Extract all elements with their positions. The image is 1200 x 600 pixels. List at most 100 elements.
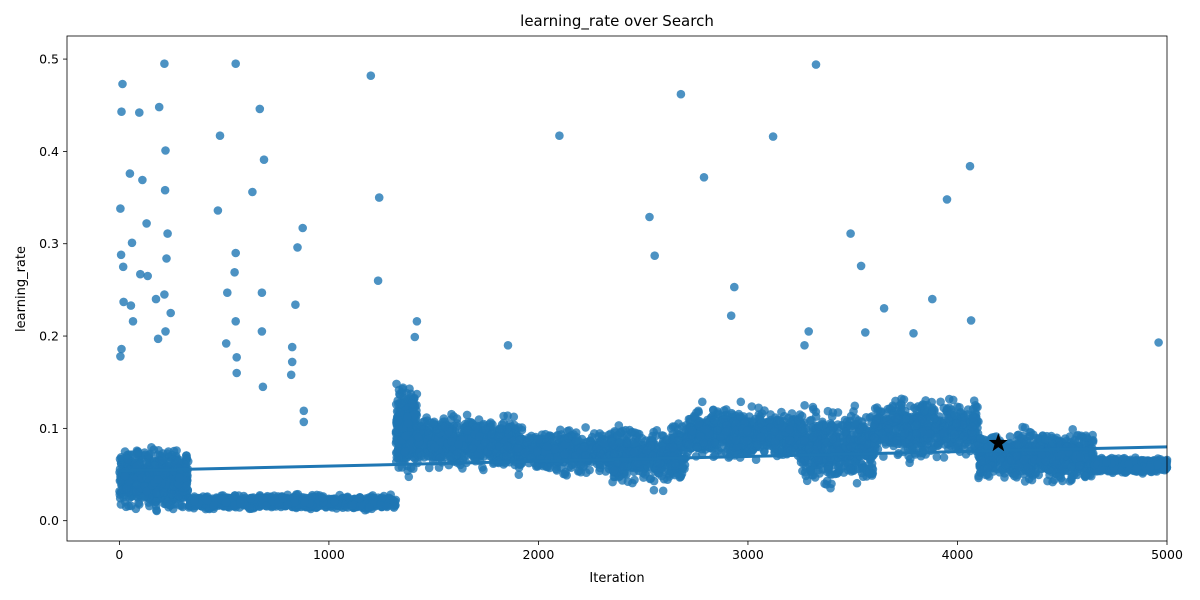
data-point (440, 422, 449, 432)
data-point (365, 503, 375, 512)
data-point (553, 430, 562, 440)
data-point (454, 440, 463, 449)
data-point (541, 429, 550, 439)
data-point (785, 436, 795, 445)
data-point (382, 502, 392, 512)
data-point (462, 410, 472, 420)
data-point (850, 419, 860, 429)
data-point (662, 435, 671, 444)
data-point (392, 379, 401, 389)
data-point (177, 501, 186, 511)
data-point (122, 484, 131, 494)
data-point (355, 493, 364, 503)
data-point (147, 443, 156, 452)
data-point (163, 497, 173, 507)
data-point (553, 452, 562, 462)
data-point (845, 435, 855, 444)
data-point (852, 478, 862, 488)
data-point (608, 477, 617, 487)
data-point (786, 446, 796, 455)
data-point (552, 466, 562, 475)
data-point (857, 436, 867, 445)
data-point (563, 426, 572, 436)
data-point (173, 457, 183, 467)
data-point (509, 412, 519, 422)
data-point (169, 446, 179, 456)
data-point (757, 418, 766, 428)
data-point (797, 424, 807, 434)
data-point (846, 442, 856, 452)
data-point (747, 402, 757, 411)
data-point (623, 438, 632, 448)
data-point (796, 457, 806, 467)
data-point (684, 440, 694, 449)
data-point (475, 432, 484, 441)
data-point (727, 408, 736, 418)
data-point (246, 493, 256, 503)
data-point (283, 500, 293, 510)
data-point (167, 489, 177, 499)
data-point (499, 411, 508, 421)
data-point (592, 443, 601, 453)
data-point (514, 436, 524, 445)
data-point (132, 450, 142, 459)
data-point (542, 442, 552, 451)
data-point (671, 458, 680, 468)
data-point (827, 470, 837, 479)
data-point (698, 397, 707, 407)
data-point (142, 458, 151, 468)
data-point (153, 475, 163, 484)
data-point (145, 501, 154, 511)
data-point (373, 493, 383, 503)
data-point (809, 405, 818, 414)
data-point (658, 486, 668, 496)
data-point (836, 465, 845, 474)
data-point (355, 501, 365, 511)
data-point (290, 498, 299, 507)
data-point (826, 483, 835, 493)
data-point (756, 432, 766, 442)
data-point (330, 497, 339, 507)
data-point (665, 470, 674, 479)
data-point (668, 422, 678, 431)
data-point (785, 425, 794, 434)
data-point (347, 501, 357, 510)
data-point (828, 408, 838, 417)
data-point (400, 447, 410, 457)
data-point (560, 469, 570, 479)
data-point (495, 424, 504, 433)
data-point (123, 454, 132, 464)
data-point (683, 447, 693, 457)
data-point (335, 490, 345, 500)
data-point (769, 444, 779, 453)
data-point (576, 460, 586, 470)
data-point (563, 433, 573, 443)
data-point (770, 427, 779, 436)
data-point (190, 496, 199, 506)
data-point (182, 481, 191, 491)
data-point (825, 426, 835, 435)
data-point (560, 440, 570, 449)
data-point (587, 432, 597, 442)
data-point (542, 461, 552, 471)
data-point (687, 426, 697, 436)
data-point (514, 470, 524, 480)
data-point (127, 501, 136, 511)
data-point (424, 451, 434, 461)
data-point (571, 436, 581, 446)
data-point (486, 442, 496, 451)
data-point (696, 432, 705, 441)
data-point (731, 436, 741, 445)
data-point (398, 384, 407, 394)
data-point (777, 407, 786, 417)
data-point (429, 419, 438, 428)
data-point (810, 473, 820, 482)
data-point (375, 500, 385, 509)
data-point (808, 433, 818, 442)
data-point (502, 451, 512, 461)
data-point (452, 421, 462, 431)
data-point (137, 473, 146, 483)
data-point (158, 455, 167, 465)
data-point (559, 450, 569, 459)
data-point (152, 488, 161, 498)
